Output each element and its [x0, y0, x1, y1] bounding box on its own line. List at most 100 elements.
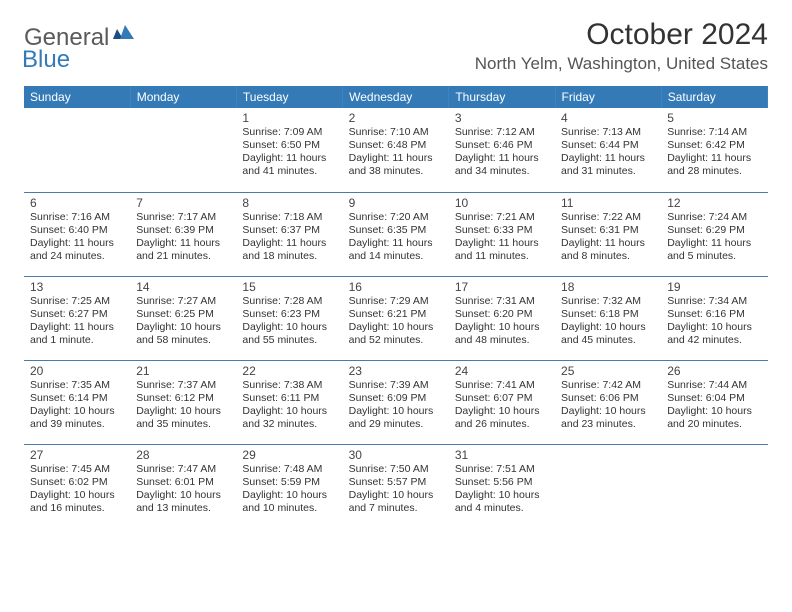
day-number: 15: [242, 280, 336, 294]
day-number: 4: [561, 111, 655, 125]
sunrise-text: Sunrise: 7:14 AM: [667, 126, 761, 139]
day-number: 26: [667, 364, 761, 378]
day-number: 31: [455, 448, 549, 462]
calendar-cell: 28Sunrise: 7:47 AMSunset: 6:01 PMDayligh…: [130, 444, 236, 528]
sunrise-text: Sunrise: 7:12 AM: [455, 126, 549, 139]
calendar-cell: 10Sunrise: 7:21 AMSunset: 6:33 PMDayligh…: [449, 192, 555, 276]
sunset-text: Sunset: 6:12 PM: [136, 392, 230, 405]
sunset-text: Sunset: 6:42 PM: [667, 139, 761, 152]
calendar-cell: 22Sunrise: 7:38 AMSunset: 6:11 PMDayligh…: [236, 360, 342, 444]
calendar-cell: 21Sunrise: 7:37 AMSunset: 6:12 PMDayligh…: [130, 360, 236, 444]
sunset-text: Sunset: 6:23 PM: [242, 308, 336, 321]
sunrise-text: Sunrise: 7:13 AM: [561, 126, 655, 139]
daylight-text: Daylight: 10 hours and 42 minutes.: [667, 321, 761, 347]
title-block: October 2024 North Yelm, Washington, Uni…: [475, 18, 768, 74]
day-number: 1: [242, 111, 336, 125]
sunset-text: Sunset: 6:14 PM: [30, 392, 124, 405]
daylight-text: Daylight: 11 hours and 18 minutes.: [242, 237, 336, 263]
sunset-text: Sunset: 6:09 PM: [349, 392, 443, 405]
sunrise-text: Sunrise: 7:18 AM: [242, 211, 336, 224]
sunset-text: Sunset: 6:50 PM: [242, 139, 336, 152]
calendar-row: 27Sunrise: 7:45 AMSunset: 6:02 PMDayligh…: [24, 444, 768, 528]
calendar-row: 20Sunrise: 7:35 AMSunset: 6:14 PMDayligh…: [24, 360, 768, 444]
calendar-cell: 25Sunrise: 7:42 AMSunset: 6:06 PMDayligh…: [555, 360, 661, 444]
day-number: 8: [242, 196, 336, 210]
sunset-text: Sunset: 6:07 PM: [455, 392, 549, 405]
daylight-text: Daylight: 10 hours and 16 minutes.: [30, 489, 124, 515]
sunrise-text: Sunrise: 7:48 AM: [242, 463, 336, 476]
day-number: 9: [349, 196, 443, 210]
calendar-cell: 13Sunrise: 7:25 AMSunset: 6:27 PMDayligh…: [24, 276, 130, 360]
day-header: Friday: [555, 86, 661, 108]
sunrise-text: Sunrise: 7:21 AM: [455, 211, 549, 224]
day-number: 28: [136, 448, 230, 462]
day-number: 5: [667, 111, 761, 125]
sunset-text: Sunset: 5:57 PM: [349, 476, 443, 489]
sunrise-text: Sunrise: 7:09 AM: [242, 126, 336, 139]
sunset-text: Sunset: 6:39 PM: [136, 224, 230, 237]
calendar-cell: [130, 108, 236, 192]
sunrise-text: Sunrise: 7:10 AM: [349, 126, 443, 139]
calendar-row: 1Sunrise: 7:09 AMSunset: 6:50 PM Daylight…: [24, 108, 768, 192]
day-number: 3: [455, 111, 549, 125]
daylight-text: Daylight: 10 hours and 39 minutes.: [30, 405, 124, 431]
calendar-cell: 18Sunrise: 7:32 AMSunset: 6:18 PMDayligh…: [555, 276, 661, 360]
calendar-head: SundayMondayTuesdayWednesdayThursdayFrid…: [24, 86, 768, 108]
calendar-row: 13Sunrise: 7:25 AMSunset: 6:27 PMDayligh…: [24, 276, 768, 360]
daylight-text: Daylight: 10 hours and 32 minutes.: [242, 405, 336, 431]
sunset-text: Sunset: 6:01 PM: [136, 476, 230, 489]
sunset-text: Sunset: 6:06 PM: [561, 392, 655, 405]
sunset-text: Sunset: 6:33 PM: [455, 224, 549, 237]
header: General October 2024 North Yelm, Washing…: [24, 18, 768, 74]
day-number: 27: [30, 448, 124, 462]
location-text: North Yelm, Washington, United States: [475, 54, 768, 74]
sunset-text: Sunset: 6:04 PM: [667, 392, 761, 405]
daylight-text: Daylight: 11 hours and 38 minutes.: [349, 152, 443, 178]
calendar-cell: 15Sunrise: 7:28 AMSunset: 6:23 PMDayligh…: [236, 276, 342, 360]
sunset-text: Sunset: 5:56 PM: [455, 476, 549, 489]
day-header: Saturday: [661, 86, 767, 108]
sunrise-text: Sunrise: 7:50 AM: [349, 463, 443, 476]
calendar-cell: 6Sunrise: 7:16 AMSunset: 6:40 PMDaylight…: [24, 192, 130, 276]
day-number: 7: [136, 196, 230, 210]
sunrise-text: Sunrise: 7:27 AM: [136, 295, 230, 308]
day-number: 12: [667, 196, 761, 210]
sunrise-text: Sunrise: 7:39 AM: [349, 379, 443, 392]
calendar-row: 6Sunrise: 7:16 AMSunset: 6:40 PMDaylight…: [24, 192, 768, 276]
daylight-text: Daylight: 10 hours and 55 minutes.: [242, 321, 336, 347]
calendar-cell: 14Sunrise: 7:27 AMSunset: 6:25 PMDayligh…: [130, 276, 236, 360]
calendar-cell: 5Sunrise: 7:14 AMSunset: 6:42 PMDaylight…: [661, 108, 767, 192]
day-number: 30: [349, 448, 443, 462]
daylight-text: Daylight: 10 hours and 10 minutes.: [242, 489, 336, 515]
sunrise-text: Sunrise: 7:35 AM: [30, 379, 124, 392]
calendar-cell: 30Sunrise: 7:50 AMSunset: 5:57 PMDayligh…: [343, 444, 449, 528]
daylight-text: Daylight: 11 hours and 8 minutes.: [561, 237, 655, 263]
daylight-text: Daylight: 10 hours and 20 minutes.: [667, 405, 761, 431]
daylight-text: Daylight: 11 hours and 34 minutes.: [455, 152, 549, 178]
day-number: 25: [561, 364, 655, 378]
daylight-text: Daylight: 10 hours and 35 minutes.: [136, 405, 230, 431]
brand-text-blue: Blue: [22, 46, 70, 73]
daylight-text: Daylight: 10 hours and 45 minutes.: [561, 321, 655, 347]
sunrise-text: Sunrise: 7:32 AM: [561, 295, 655, 308]
sunset-text: Sunset: 6:37 PM: [242, 224, 336, 237]
sunset-text: Sunset: 6:29 PM: [667, 224, 761, 237]
sunset-text: Sunset: 6:02 PM: [30, 476, 124, 489]
sunrise-text: Sunrise: 7:51 AM: [455, 463, 549, 476]
sunrise-text: Sunrise: 7:28 AM: [242, 295, 336, 308]
daylight-text: Daylight: 10 hours and 13 minutes.: [136, 489, 230, 515]
daylight-text: Daylight: 10 hours and 7 minutes.: [349, 489, 443, 515]
day-header: Sunday: [24, 86, 130, 108]
sunrise-text: Sunrise: 7:41 AM: [455, 379, 549, 392]
day-number: 6: [30, 196, 124, 210]
daylight-text: Daylight: 11 hours and 1 minute.: [30, 321, 124, 347]
calendar-cell: 3Sunrise: 7:12 AMSunset: 6:46 PMDaylight…: [449, 108, 555, 192]
daylight-text: Daylight: 11 hours and 5 minutes.: [667, 237, 761, 263]
day-number: 29: [242, 448, 336, 462]
day-number: 16: [349, 280, 443, 294]
sunset-text: Sunset: 6:21 PM: [349, 308, 443, 321]
daylight-text: Daylight: 10 hours and 48 minutes.: [455, 321, 549, 347]
day-number: 24: [455, 364, 549, 378]
sunset-text: Sunset: 6:31 PM: [561, 224, 655, 237]
daylight-text: Daylight: 11 hours and 21 minutes.: [136, 237, 230, 263]
